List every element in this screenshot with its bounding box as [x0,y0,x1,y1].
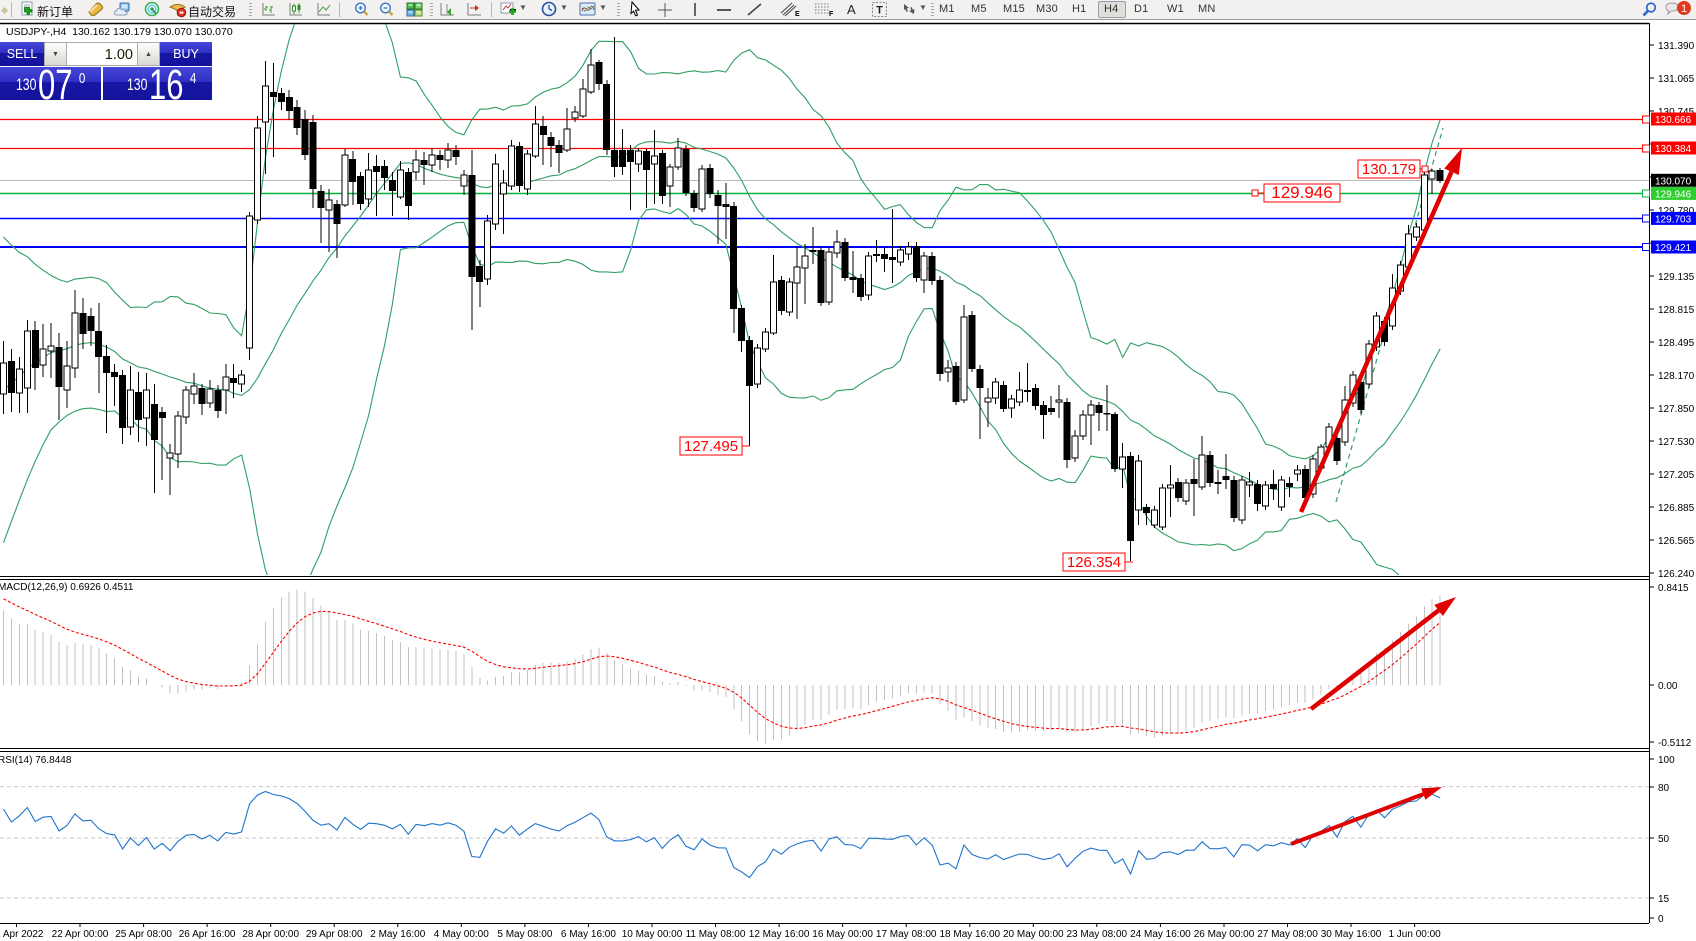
svg-text:RSI(14) 76.8448: RSI(14) 76.8448 [0,755,72,766]
svg-text:126.240: 126.240 [1658,569,1695,580]
svg-text:-0.5112: -0.5112 [1658,738,1692,749]
svg-text:127.205: 127.205 [1658,470,1695,481]
svg-text:126.885: 126.885 [1658,503,1695,514]
svg-text:130.666: 130.666 [1655,115,1692,126]
svg-text:MACD(12,26,9) 0.6926 0.4511: MACD(12,26,9) 0.6926 0.4511 [0,582,134,593]
svg-text:26 Apr 16:00: 26 Apr 16:00 [179,929,236,940]
svg-text:17 May 08:00: 17 May 08:00 [876,929,937,940]
svg-text:22 Apr 00:00: 22 Apr 00:00 [52,929,109,940]
svg-text:1: 1 [1681,3,1687,15]
svg-text:0.00: 0.00 [1658,681,1678,692]
svg-text:131.065: 131.065 [1658,74,1695,85]
svg-text:26 May 00:00: 26 May 00:00 [1194,929,1255,940]
svg-text:4 May 00:00: 4 May 00:00 [434,929,489,940]
svg-text:10 May 00:00: 10 May 00:00 [622,929,683,940]
svg-text:E: E [795,11,800,18]
svg-text:0.8415: 0.8415 [1658,583,1689,594]
svg-text:2 May 16:00: 2 May 16:00 [370,929,425,940]
svg-text:129.135: 129.135 [1658,272,1695,283]
svg-text:18 May 16:00: 18 May 16:00 [939,929,1000,940]
svg-text:129.780: 129.780 [1658,206,1695,217]
svg-text:127.495: 127.495 [684,438,738,455]
svg-text:0: 0 [1658,914,1664,925]
svg-text:20 May 00:00: 20 May 00:00 [1003,929,1064,940]
svg-text:1 Jun 00:00: 1 Jun 00:00 [1388,929,1441,940]
svg-text:128.170: 128.170 [1658,371,1695,382]
svg-text:21 Apr 2022: 21 Apr 2022 [0,929,44,940]
svg-text:130.384: 130.384 [1655,144,1692,155]
svg-text:80: 80 [1658,783,1670,794]
svg-text:50: 50 [1658,834,1670,845]
svg-text:126.565: 126.565 [1658,536,1695,547]
svg-text:130.070: 130.070 [1655,176,1692,187]
svg-text:16 May 00:00: 16 May 00:00 [812,929,873,940]
svg-text:128.815: 128.815 [1658,305,1695,316]
svg-text:129.946: 129.946 [1655,189,1692,200]
svg-text:129.703: 129.703 [1655,214,1692,225]
svg-text:28 Apr 00:00: 28 Apr 00:00 [242,929,299,940]
svg-text:131.390: 131.390 [1658,41,1695,52]
svg-text:129.421: 129.421 [1655,243,1692,254]
svg-text:30 May 16:00: 30 May 16:00 [1321,929,1382,940]
svg-text:24 May 16:00: 24 May 16:00 [1130,929,1191,940]
svg-text:129.946: 129.946 [1271,183,1332,202]
svg-text:127.530: 127.530 [1658,437,1695,448]
svg-text:126.354: 126.354 [1067,554,1121,571]
svg-text:11 May 08:00: 11 May 08:00 [686,929,746,940]
svg-text:128.495: 128.495 [1658,338,1695,349]
svg-text:25 Apr 08:00: 25 Apr 08:00 [115,929,172,940]
svg-text:29 Apr 08:00: 29 Apr 08:00 [306,929,363,940]
svg-text:127.850: 127.850 [1658,404,1695,415]
svg-text:15: 15 [1658,894,1670,905]
svg-text:100: 100 [1658,755,1675,766]
svg-text:12 May 16:00: 12 May 16:00 [749,929,810,940]
svg-text:130.179: 130.179 [1362,161,1416,178]
svg-text:27 May 08:00: 27 May 08:00 [1257,929,1318,940]
svg-text:T: T [876,5,883,17]
svg-text:F: F [829,11,834,18]
svg-text:6 May 16:00: 6 May 16:00 [561,929,616,940]
svg-text:5 May 08:00: 5 May 08:00 [497,929,552,940]
svg-text:23 May 08:00: 23 May 08:00 [1066,929,1127,940]
